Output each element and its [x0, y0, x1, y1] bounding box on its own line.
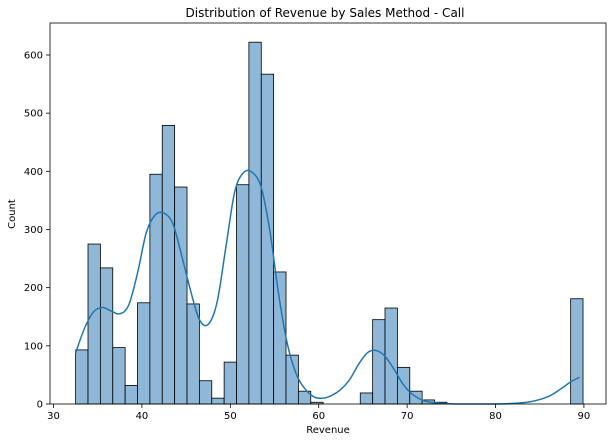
histogram-bar — [570, 298, 584, 405]
histogram-bars — [75, 41, 584, 405]
x-tick-label: 40 — [136, 411, 149, 422]
histogram-bar — [359, 392, 374, 405]
histogram-bar — [273, 271, 287, 405]
histogram-bar — [174, 186, 188, 405]
histogram-bar — [211, 397, 225, 405]
histogram-bar — [161, 124, 176, 405]
histogram-bar — [99, 267, 114, 405]
x-tick-label: 50 — [224, 411, 237, 422]
x-tick-label: 80 — [489, 411, 502, 422]
histogram-bar — [112, 347, 126, 405]
y-tick-label: 600 — [24, 50, 43, 61]
y-tick-label: 300 — [24, 225, 43, 236]
x-tick-label: 90 — [578, 411, 591, 422]
x-tick-label: 30 — [47, 411, 60, 422]
histogram-bar — [87, 243, 101, 405]
y-tick-label: 500 — [24, 109, 43, 120]
y-axis: 0 100 200 300 400 500 600 — [24, 50, 50, 411]
x-tick-label: 70 — [401, 411, 414, 422]
chart-title: Distribution of Revenue by Sales Method … — [186, 6, 465, 20]
histogram-bar — [124, 384, 138, 405]
histogram-bar — [198, 380, 213, 405]
y-axis-label: Count — [7, 199, 18, 229]
x-axis-label: Revenue — [306, 425, 350, 436]
y-tick-label: 0 — [37, 400, 43, 411]
histogram-bar — [186, 303, 200, 405]
histogram-bar — [149, 173, 163, 405]
y-tick-label: 400 — [24, 167, 43, 178]
y-tick-label: 200 — [24, 283, 43, 294]
histogram-bar — [248, 41, 262, 405]
histogram-bar — [384, 307, 398, 405]
x-tick-label: 60 — [312, 411, 325, 422]
histogram-bar — [223, 361, 237, 405]
histogram-bar — [75, 349, 89, 405]
histogram-bar — [372, 319, 386, 405]
x-axis: 30 40 50 60 70 80 90 — [47, 404, 590, 422]
plot-area-frame — [49, 22, 607, 405]
y-tick-label: 100 — [24, 341, 43, 352]
histogram-bar — [137, 302, 151, 405]
histogram-bar — [236, 184, 250, 405]
